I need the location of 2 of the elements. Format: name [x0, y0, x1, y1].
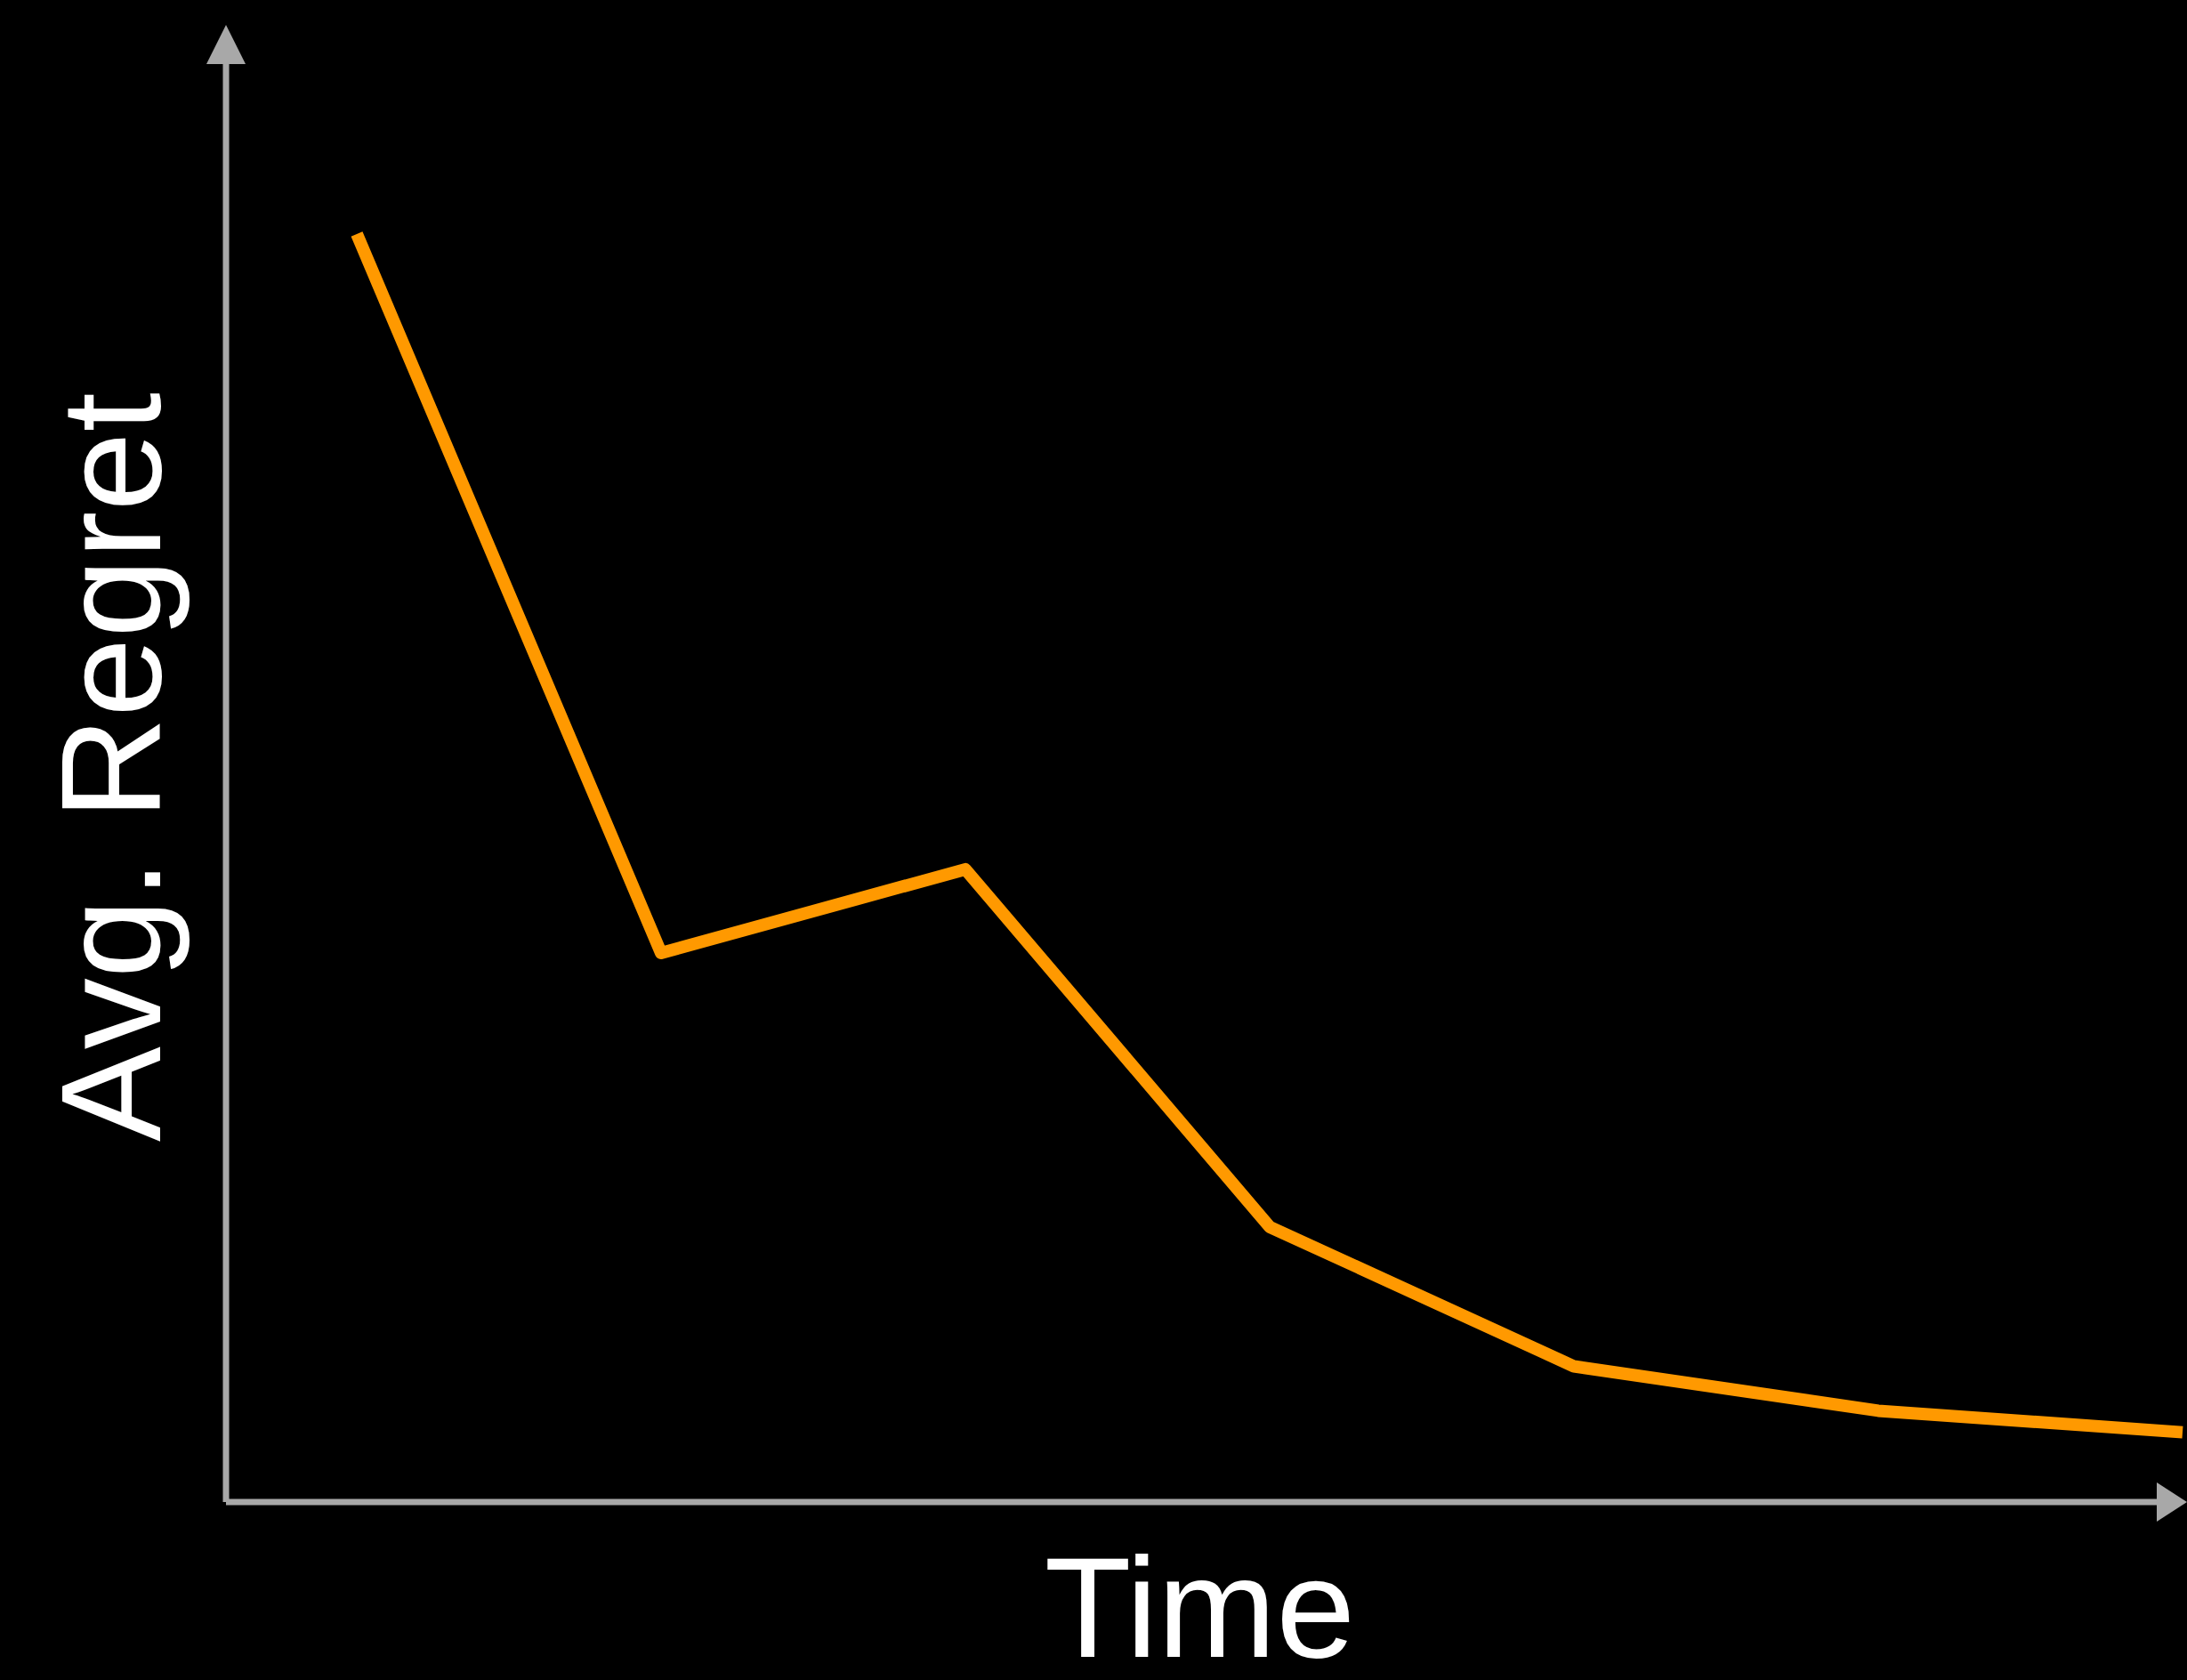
y-axis-title: Avg. Regret: [31, 392, 190, 1142]
x-axis-title: Time: [1044, 1528, 1356, 1680]
